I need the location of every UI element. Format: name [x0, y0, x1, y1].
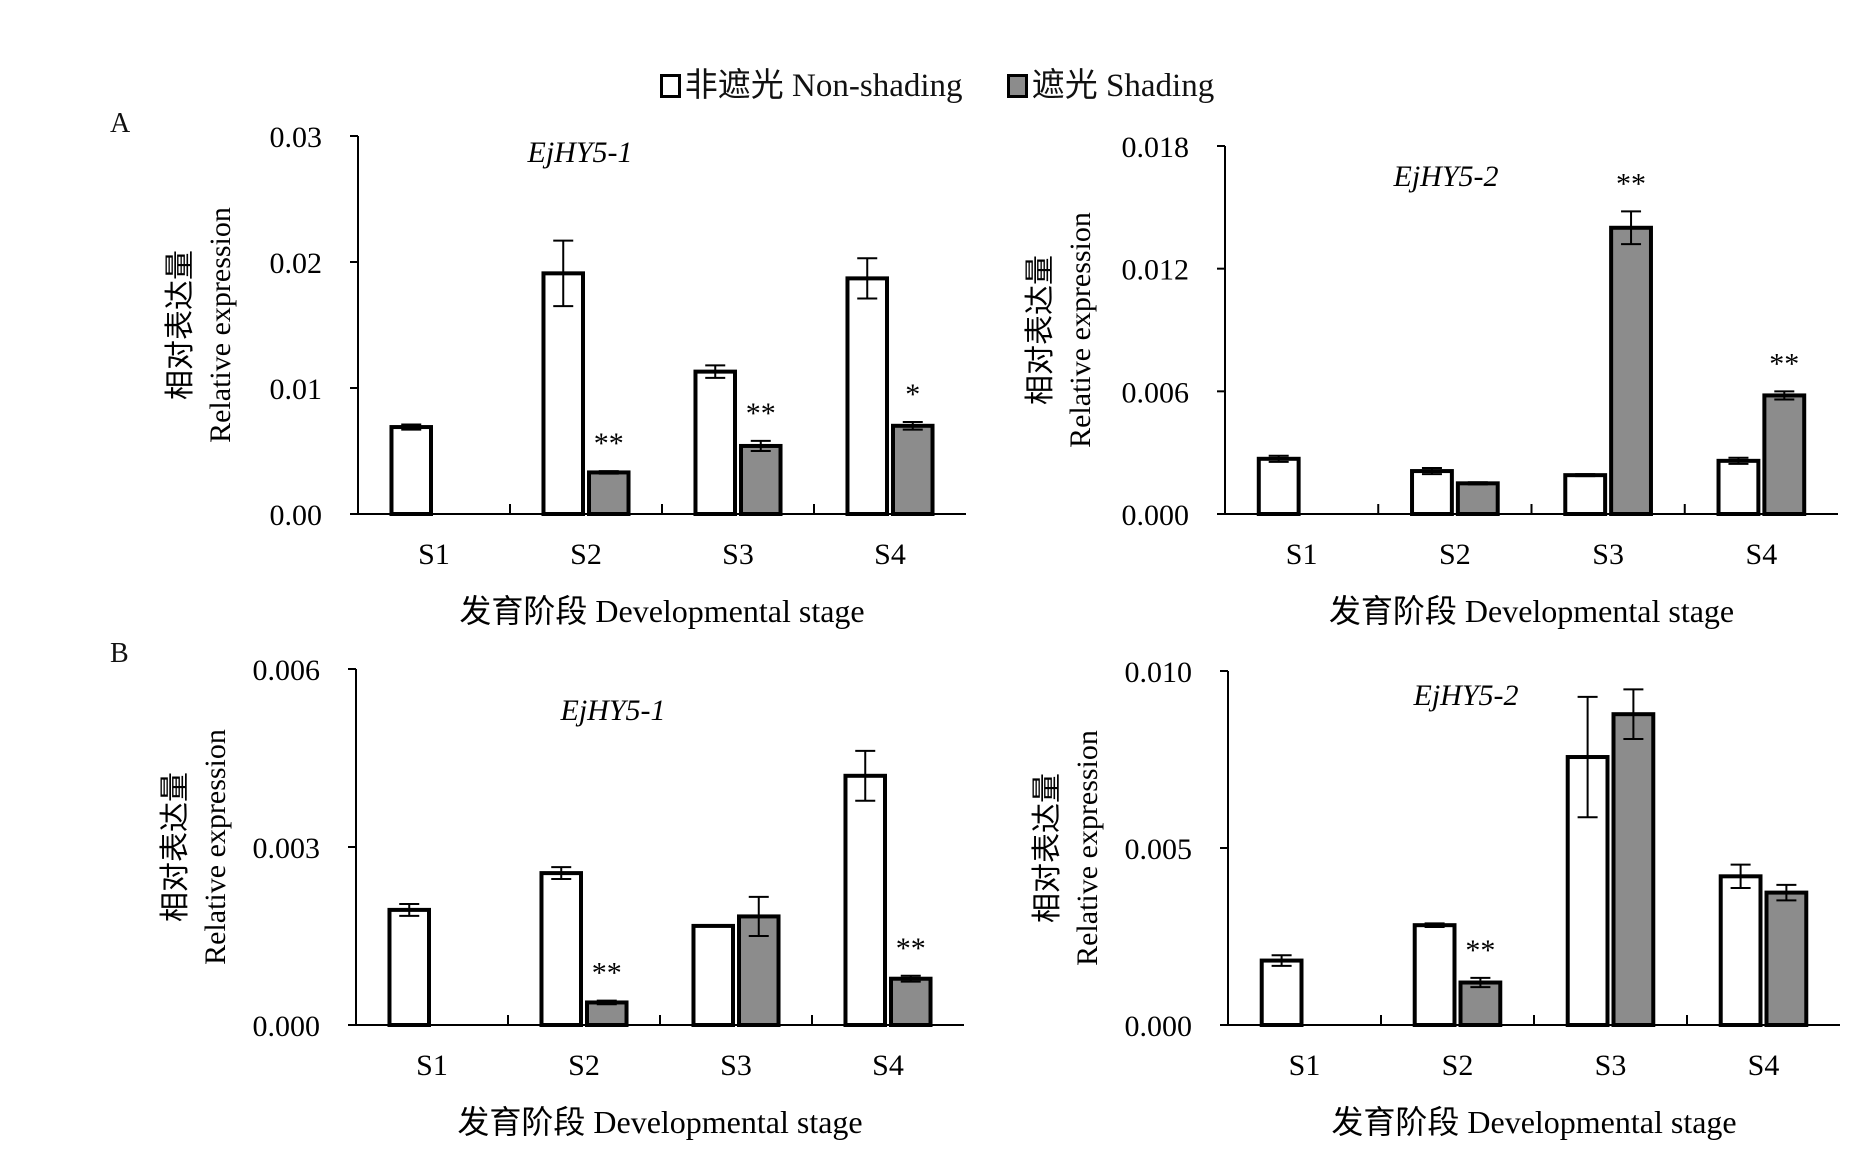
- bar-shading-S4: [889, 976, 933, 1027]
- chart-panel-1: 0.00 0.01 0.02 0.03 S1 S2 ** S3 ** S4 * EjHY5-1 发育阶段…: [163, 121, 966, 629]
- x-tick-label: S1: [1289, 1049, 1321, 1082]
- bar-non-shading-S1: [387, 907, 432, 1027]
- significance-label: **: [1616, 167, 1646, 200]
- bar-shading-S2: [1458, 980, 1503, 1028]
- y-tick-label: 0.018: [1122, 131, 1190, 164]
- chart-panel-3: 0.000 0.003 0.006 S1 S2 ** S3 S4 ** EjHY5-1 发育阶段 D…: [158, 654, 964, 1140]
- y-axis-label-cn: 相对表达量: [1030, 773, 1065, 923]
- x-axis-label: 发育阶段 Developmental stage: [1331, 1104, 1736, 1140]
- x-axis-label: 发育阶段 Developmental stage: [457, 1104, 862, 1140]
- y-axis-label-cn: 相对表达量: [158, 772, 193, 922]
- bar-non-shading-S2: [1410, 469, 1454, 517]
- y-tick-label: 0.012: [1122, 254, 1190, 287]
- bar-non-shading-S2: [539, 871, 583, 1028]
- significance-label: **: [896, 932, 926, 965]
- y-axis-label-en: Relative expression: [204, 207, 237, 443]
- bar-non-shading-S3: [693, 369, 737, 516]
- panel-label-b: B: [110, 638, 129, 669]
- y-tick-label: 0.000: [253, 1010, 321, 1043]
- y-tick-label: 0.02: [270, 247, 323, 280]
- significance-label: **: [1769, 347, 1799, 380]
- bar-non-shading-S1: [389, 425, 434, 516]
- x-axis-label: 发育阶段 Developmental stage: [459, 593, 864, 629]
- y-tick-label: 0.006: [253, 654, 321, 687]
- bar-non-shading-S3: [691, 923, 735, 1027]
- chart-title: EjHY5-2: [1413, 679, 1519, 712]
- chart-title: EjHY5-1: [560, 694, 666, 727]
- bar-shading-S3: [1611, 712, 1656, 1027]
- bar-non-shading-S4: [1716, 458, 1761, 517]
- y-tick-label: 0.00: [270, 499, 323, 532]
- legend-label-non-shading: 非遮光 Non-shading: [684, 68, 963, 104]
- bar-shading-S4: [1764, 890, 1809, 1027]
- y-axis-label-cn: 相对表达量: [1023, 255, 1058, 405]
- x-tick-label: S1: [418, 538, 450, 571]
- x-tick-label: S1: [1286, 538, 1318, 571]
- bar-non-shading-S2: [541, 271, 585, 516]
- x-axis-label: 发育阶段 Developmental stage: [1329, 593, 1734, 629]
- x-tick-label: S3: [722, 538, 754, 571]
- bar-non-shading-S4: [843, 773, 887, 1027]
- y-tick-label: 0.005: [1125, 833, 1193, 866]
- y-tick-label: 0.010: [1125, 656, 1193, 689]
- y-tick-label: 0.003: [253, 832, 321, 865]
- significance-label: **: [746, 397, 776, 430]
- x-tick-label: S2: [568, 1049, 600, 1082]
- significance-label: *: [905, 378, 920, 411]
- x-tick-label: S4: [872, 1049, 904, 1082]
- bar-shading-S3: [739, 443, 783, 516]
- bar-non-shading-S4: [845, 276, 889, 516]
- legend-swatch-non-shading: [659, 74, 681, 98]
- bar-shading-S3: [1609, 225, 1653, 516]
- chart-title: EjHY5-2: [1393, 160, 1499, 193]
- y-axis-label-en: Relative expression: [1071, 730, 1104, 966]
- legend-item-shading: 遮光 Shading: [1006, 58, 1215, 106]
- y-axis-label-cn: 相对表达量: [163, 250, 198, 400]
- bar-non-shading-S3: [1563, 473, 1608, 516]
- y-tick-label: 0.03: [270, 121, 323, 154]
- y-axis-label-en: Relative expression: [199, 729, 232, 965]
- x-tick-label: S2: [570, 538, 602, 571]
- x-tick-label: S3: [1595, 1049, 1627, 1082]
- x-tick-label: S4: [1746, 538, 1778, 571]
- bar-non-shading-S4: [1718, 874, 1763, 1027]
- x-tick-label: S4: [1748, 1049, 1780, 1082]
- x-tick-label: S3: [1592, 538, 1624, 571]
- significance-label: **: [592, 957, 622, 990]
- chart-panel-4: 0.000 0.005 0.010 S1 S2 ** S3 S4 EjHY5-2 发育阶段 Dev…: [1030, 656, 1840, 1140]
- bar-shading-S2: [1455, 481, 1500, 517]
- y-axis-label-en: Relative expression: [1064, 212, 1097, 448]
- y-tick-label: 0.000: [1125, 1010, 1193, 1043]
- y-tick-label: 0.006: [1122, 376, 1190, 409]
- legend-item-non-shading: 非遮光 Non-shading: [659, 58, 963, 106]
- bar-non-shading-S2: [1412, 923, 1457, 1027]
- bar-shading-S2: [587, 470, 631, 517]
- x-tick-label: S4: [874, 538, 906, 571]
- bar-shading-S4: [891, 423, 935, 516]
- x-tick-label: S3: [720, 1049, 752, 1082]
- y-tick-label: 0.01: [270, 373, 323, 406]
- chart-title: EjHY5-1: [527, 136, 633, 169]
- legend-swatch-shading: [1006, 74, 1028, 98]
- significance-label: **: [594, 427, 624, 460]
- panel-label-a: A: [110, 108, 131, 139]
- bar-shading-S4: [1762, 393, 1807, 516]
- legend: 非遮光 Non-shading 遮光 Shading: [0, 58, 1874, 106]
- bar-shading-S2: [585, 1000, 629, 1027]
- x-tick-label: S1: [416, 1049, 448, 1082]
- x-tick-label: S2: [1442, 1049, 1474, 1082]
- chart-panel-2: 0.000 0.006 0.012 0.018 S1 S2 S3 ** S4 ** EjHY5-2 发…: [1023, 131, 1838, 629]
- legend-label-shading: 遮光 Shading: [1031, 68, 1215, 104]
- significance-label: **: [1465, 934, 1495, 967]
- x-tick-label: S2: [1439, 538, 1471, 571]
- bar-non-shading-S1: [1259, 958, 1304, 1028]
- y-tick-label: 0.000: [1122, 499, 1190, 532]
- bar-non-shading-S1: [1256, 456, 1301, 516]
